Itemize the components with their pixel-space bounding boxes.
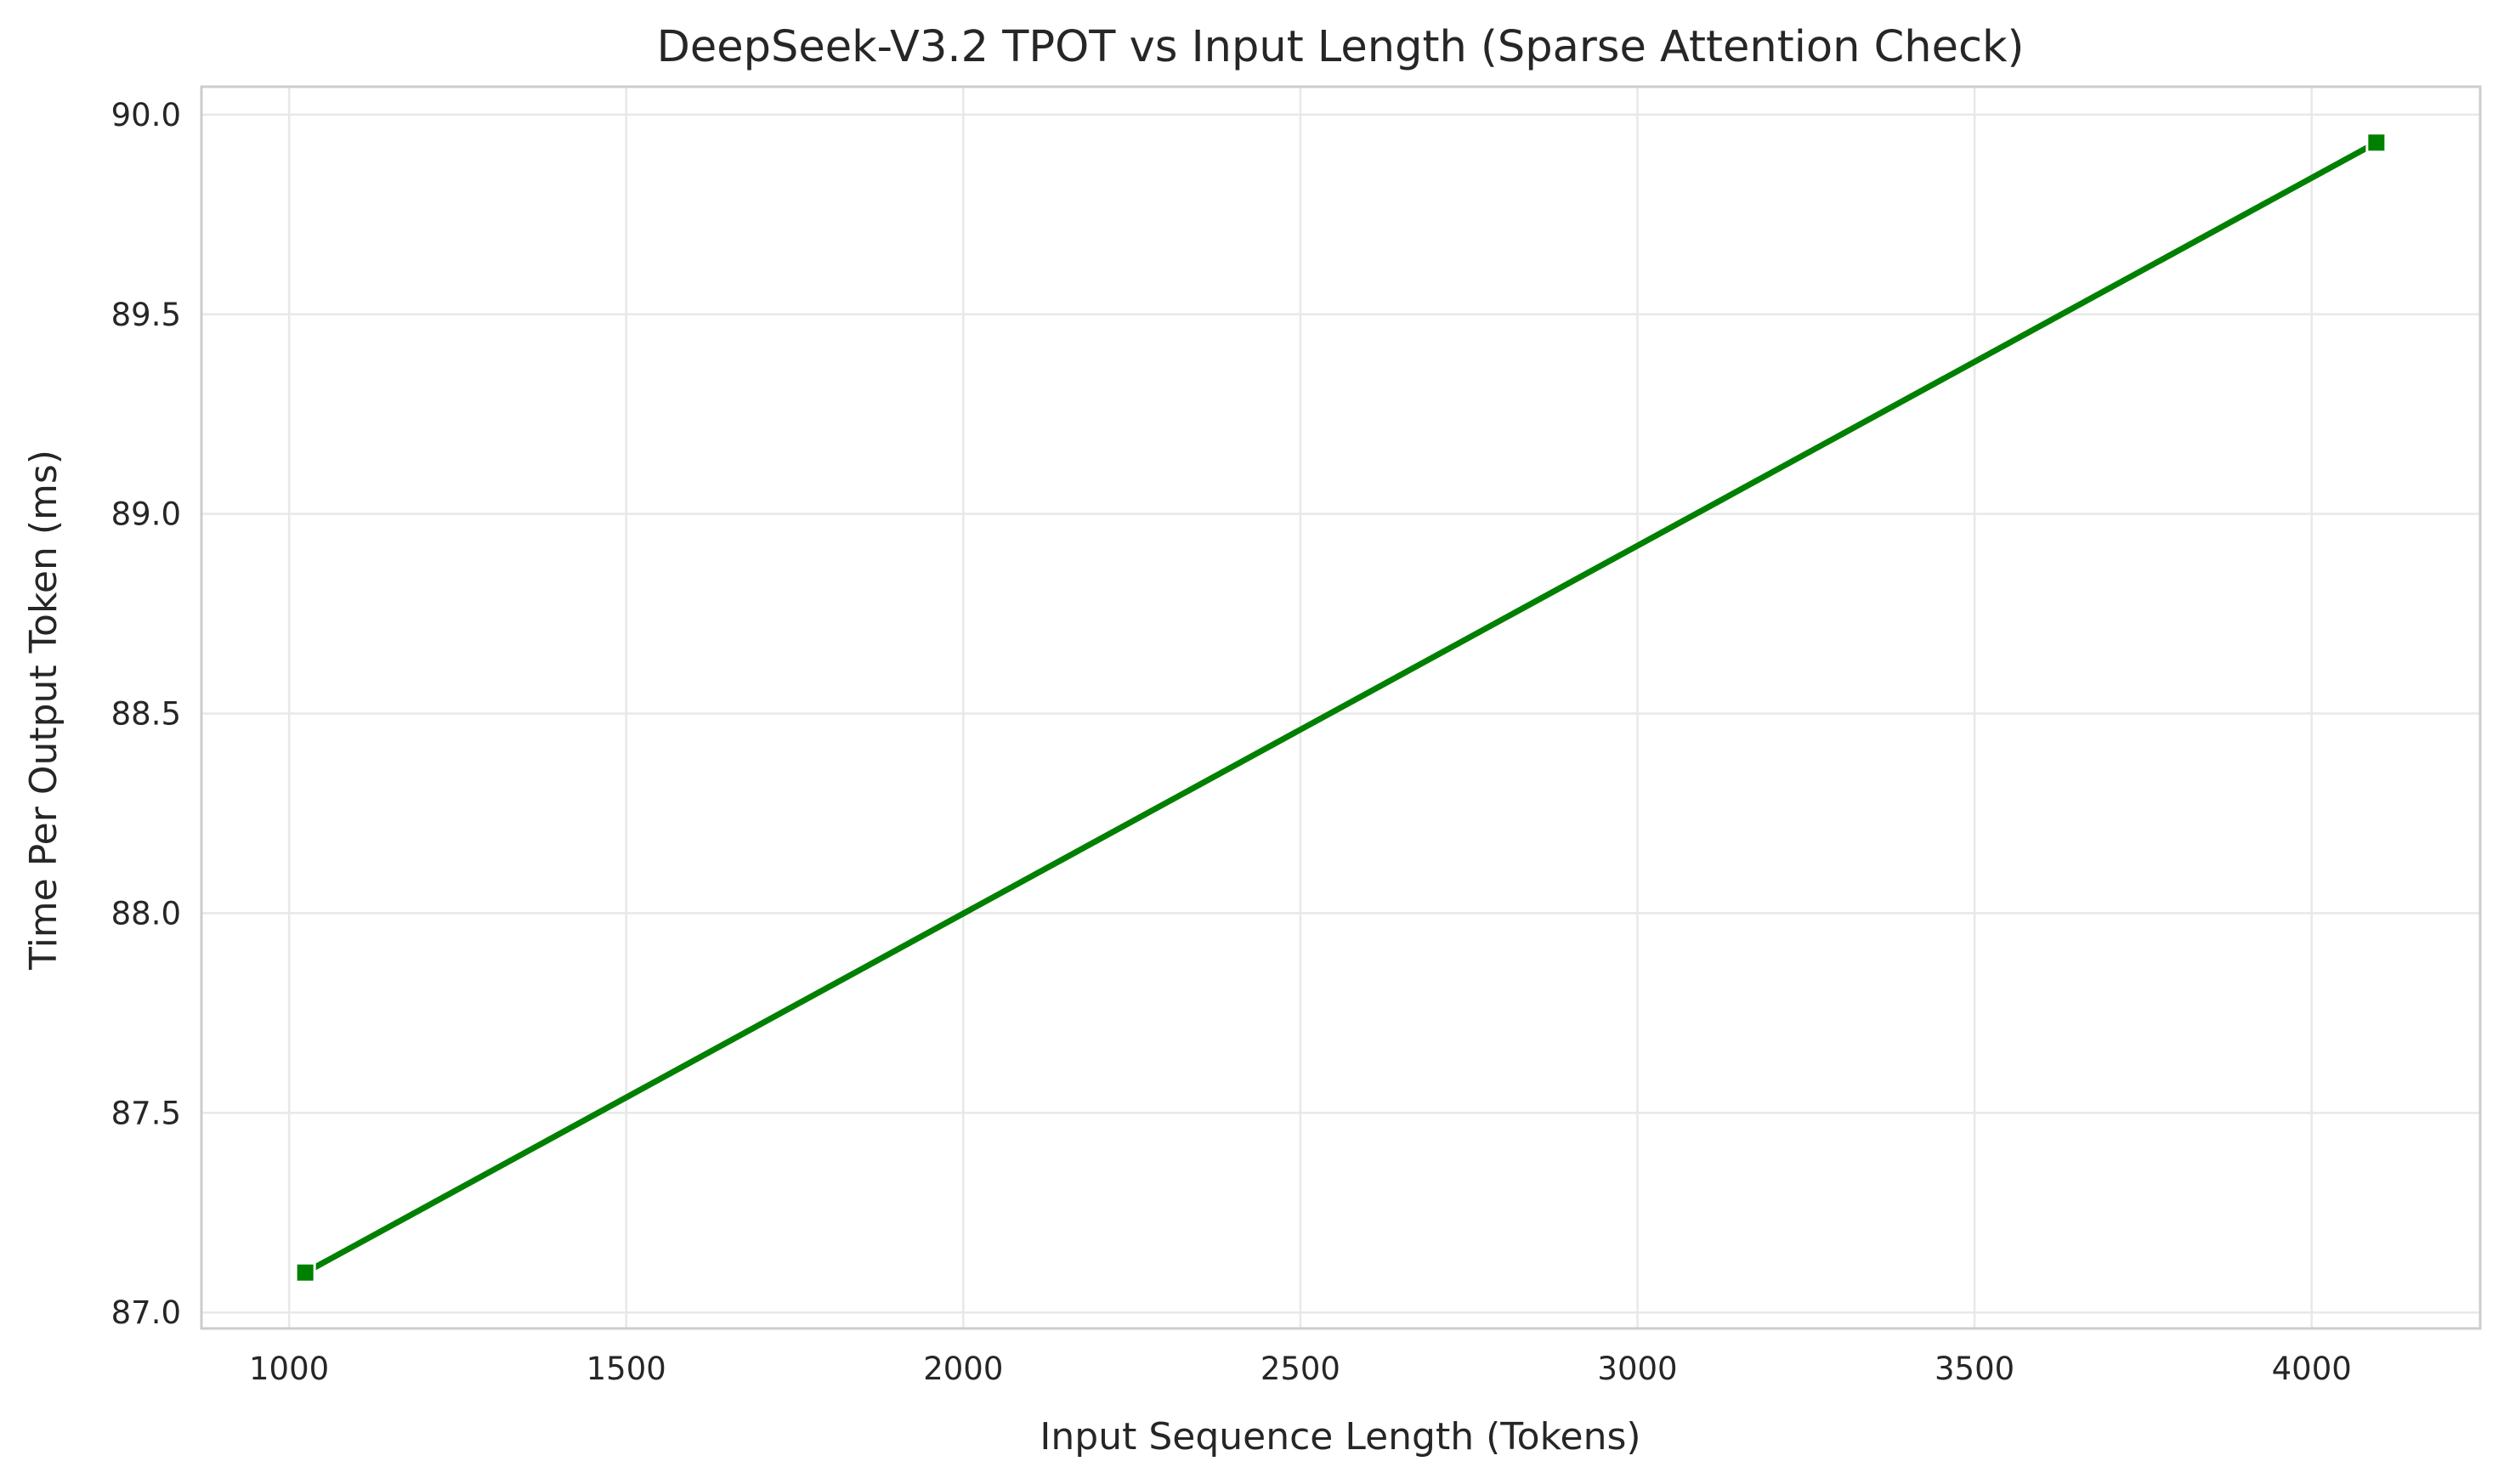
- x-tick-label: 4000: [2272, 1351, 2352, 1387]
- y-tick-label: 89.5: [111, 297, 181, 333]
- y-axis-label: Time Per Output Token (ms): [22, 450, 65, 971]
- y-axis-ticks: 87.0 87.5 88.0 88.5 89.0 89.5 90.0: [111, 97, 181, 1331]
- y-tick-label: 87.5: [111, 1095, 181, 1131]
- x-axis-ticks: 1000 1500 2000 2500 3000 3500 4000: [249, 1351, 2352, 1387]
- y-tick-label: 87.0: [111, 1294, 181, 1331]
- y-tick-label: 90.0: [111, 97, 181, 133]
- x-tick-label: 3500: [1935, 1351, 2014, 1387]
- plot-area: [200, 85, 2482, 1330]
- data-point-marker: [2365, 132, 2388, 154]
- x-tick-label: 2500: [1260, 1351, 1340, 1387]
- horizontal-gridlines: [201, 113, 2480, 1314]
- y-tick-label: 89.0: [111, 496, 181, 533]
- x-axis-label: Input Sequence Length (Tokens): [1040, 1415, 1640, 1459]
- y-tick-label: 88.0: [111, 895, 181, 932]
- x-tick-label: 2000: [923, 1351, 1003, 1387]
- chart-title: DeepSeek-V3.2 TPOT vs Input Length (Spar…: [657, 22, 2025, 72]
- y-tick-label: 88.5: [111, 696, 181, 733]
- plot-frame: [200, 85, 2482, 1330]
- x-tick-label: 3000: [1597, 1351, 1677, 1387]
- x-tick-label: 1500: [586, 1351, 666, 1387]
- data-point-marker: [294, 1261, 316, 1283]
- series-line: [301, 139, 2381, 1277]
- vertical-gridlines: [287, 87, 2313, 1328]
- x-tick-label: 1000: [249, 1351, 329, 1387]
- series-layer: [294, 132, 2388, 1283]
